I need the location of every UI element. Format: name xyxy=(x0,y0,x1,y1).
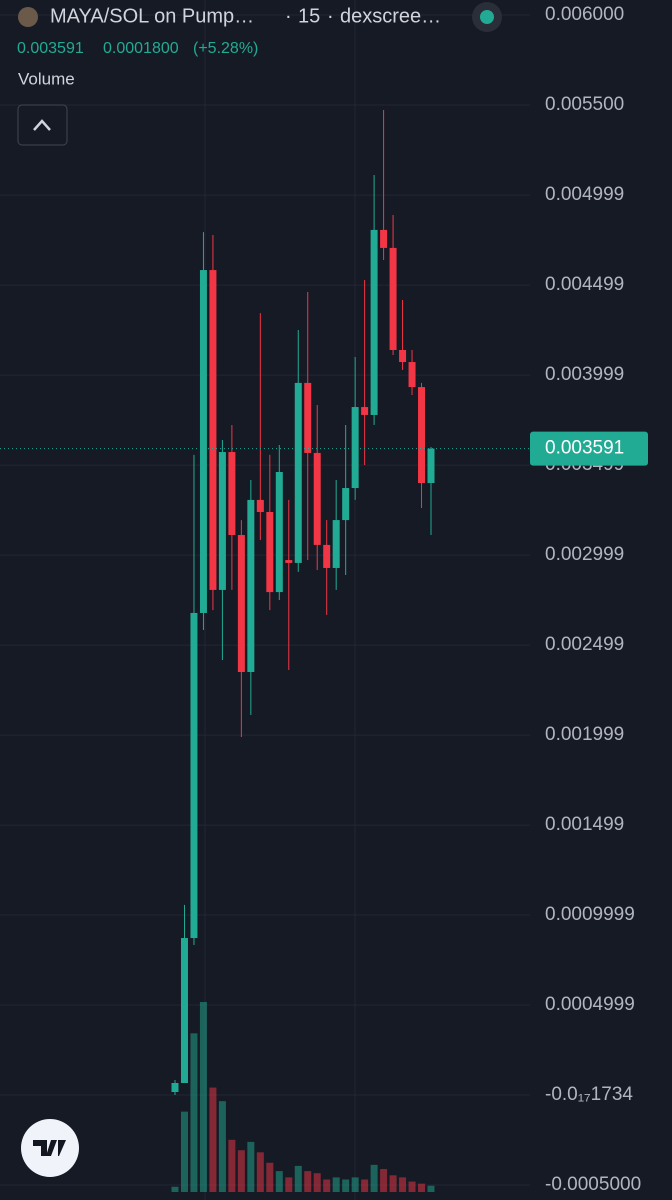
volume-bars xyxy=(171,1002,435,1192)
volume-bar xyxy=(370,1164,378,1192)
volume-bar xyxy=(399,1177,407,1192)
candle-body xyxy=(171,1082,179,1092)
candle-body xyxy=(275,472,283,593)
volume-bar xyxy=(209,1087,217,1192)
volume-bar xyxy=(418,1183,426,1192)
source: dexscree… xyxy=(340,5,441,27)
candle-body xyxy=(351,407,359,489)
candle-body xyxy=(342,488,350,521)
candle-body xyxy=(266,511,274,593)
logo-mark xyxy=(33,1140,66,1156)
volume-bar xyxy=(323,1179,331,1192)
volume-bar xyxy=(180,1111,188,1192)
y-tick-label: -0.0005000 xyxy=(545,1174,641,1195)
y-tick-label: 0.0004999 xyxy=(545,994,635,1015)
candle-body xyxy=(399,349,407,363)
y-tick-label: 0.002999 xyxy=(545,544,624,565)
volume-bar xyxy=(380,1169,388,1192)
title: MAYA/SOL on Pump… xyxy=(50,5,254,27)
price: 0.003591 xyxy=(17,40,84,57)
y-tick-label: 0.003999 xyxy=(545,364,624,385)
y-tick-label: -0.0₁₇1734 xyxy=(545,1084,633,1105)
interval: 15 xyxy=(298,5,320,27)
candle-body xyxy=(199,270,207,613)
y-tick-label: 0.005500 xyxy=(545,94,624,115)
y-tick-label: 0.002499 xyxy=(545,634,624,655)
volume-bar xyxy=(304,1171,312,1192)
y-tick-label: 0.004999 xyxy=(545,184,624,205)
collapse-button[interactable] xyxy=(17,104,68,146)
volume-label: Volume xyxy=(18,69,75,88)
token-icon xyxy=(18,7,38,27)
volume-bar xyxy=(228,1139,236,1192)
candle-body xyxy=(218,452,226,590)
status-dot xyxy=(480,10,494,24)
candle-body xyxy=(237,535,245,672)
grid xyxy=(0,14,530,1186)
change: 0.0001800 xyxy=(103,40,179,57)
candle-body xyxy=(285,560,293,563)
candle-body xyxy=(180,938,188,1083)
candle-body xyxy=(408,362,416,388)
last-price-box xyxy=(530,431,648,466)
y-tick-label: 0.004499 xyxy=(545,274,624,295)
volume-bar xyxy=(218,1101,226,1192)
volume-bar xyxy=(190,1033,198,1192)
candle-body xyxy=(313,452,321,545)
candle-body xyxy=(228,452,236,536)
y-tick-label: 0.006000 xyxy=(545,4,624,25)
volume-bar xyxy=(313,1173,321,1192)
candle-body xyxy=(370,229,378,415)
candle-body xyxy=(209,270,217,590)
separator: · xyxy=(327,5,334,27)
y-tick-label: 0.001999 xyxy=(545,724,624,745)
volume-bar xyxy=(171,1186,179,1192)
volume-bar xyxy=(342,1179,350,1192)
volume-bar xyxy=(285,1177,293,1192)
volume-bar xyxy=(275,1171,283,1192)
volume-bar xyxy=(266,1162,274,1192)
volume-bar xyxy=(389,1175,397,1192)
chevron-icon xyxy=(33,119,51,131)
candle-body xyxy=(332,520,340,568)
candle-body xyxy=(418,387,426,483)
y-axis: 0.006000 0.005500 0.004999 0.004499 0.003999… xyxy=(530,4,648,1195)
volume-bar xyxy=(237,1150,245,1192)
volume-bar xyxy=(351,1177,359,1192)
volume-bar xyxy=(332,1177,340,1192)
last-price-label: 0.003591 xyxy=(545,438,624,459)
volume-bar xyxy=(199,1002,207,1192)
y-tick-label: 0.0009999 xyxy=(545,904,635,925)
candles xyxy=(0,110,530,1095)
candle-body xyxy=(247,499,255,672)
candle-body xyxy=(323,544,331,568)
volume-bar xyxy=(408,1181,416,1192)
candle-body xyxy=(361,407,369,415)
candle-body xyxy=(190,612,198,939)
candle-body xyxy=(427,448,435,483)
volume-bar xyxy=(294,1165,302,1192)
volume-bar xyxy=(361,1179,369,1192)
change-pct: (+5.28%) xyxy=(193,40,258,57)
candle-body xyxy=(294,382,302,563)
volume-bar xyxy=(247,1141,255,1192)
y-tick-label: 0.001499 xyxy=(545,814,624,835)
candle-body xyxy=(380,229,388,248)
candle-body xyxy=(256,499,264,512)
volume-bar xyxy=(256,1152,264,1192)
volume-bar xyxy=(427,1185,435,1192)
candle-body xyxy=(304,382,312,453)
candle-body xyxy=(389,247,397,350)
separator: · xyxy=(285,5,292,27)
